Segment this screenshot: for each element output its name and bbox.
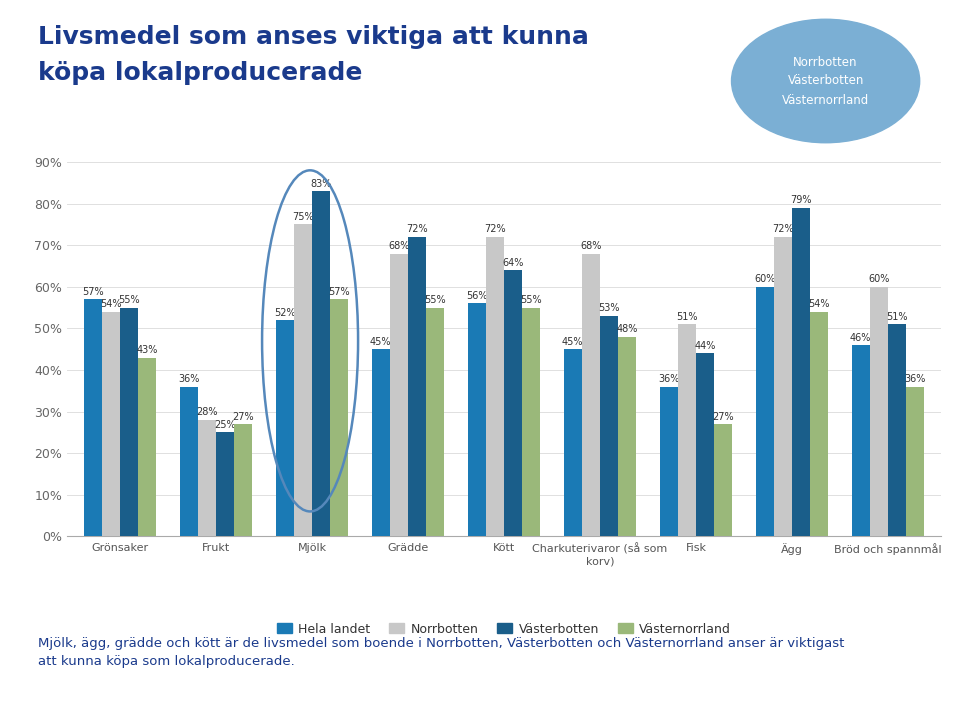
Text: 55%: 55%	[424, 295, 446, 305]
Bar	[408, 237, 426, 536]
Text: 51%: 51%	[886, 312, 908, 322]
Bar	[102, 312, 120, 536]
Bar	[180, 387, 198, 536]
Text: 72%: 72%	[772, 225, 794, 235]
Bar	[678, 324, 696, 536]
Bar	[372, 349, 390, 536]
Text: 45%: 45%	[562, 337, 584, 347]
Text: 75%: 75%	[292, 212, 314, 222]
Bar	[294, 225, 312, 536]
Text: 52%: 52%	[274, 307, 296, 318]
Text: 72%: 72%	[406, 225, 428, 235]
Text: 68%: 68%	[388, 241, 410, 251]
Bar	[888, 324, 906, 536]
Bar	[216, 433, 234, 536]
Bar	[486, 237, 504, 536]
Bar	[330, 300, 348, 536]
Bar	[138, 358, 156, 536]
Text: 72%: 72%	[484, 225, 506, 235]
Bar	[852, 345, 870, 536]
Text: 79%: 79%	[790, 195, 812, 205]
Text: 43%: 43%	[136, 345, 158, 355]
Text: 68%: 68%	[580, 241, 602, 251]
Text: 56%: 56%	[466, 291, 488, 301]
Text: Livsmedel som anses viktiga att kunna: Livsmedel som anses viktiga att kunna	[38, 25, 589, 49]
Bar	[810, 312, 828, 536]
Bar	[426, 307, 444, 536]
Text: 46%: 46%	[850, 333, 872, 343]
Bar	[564, 349, 582, 536]
Bar	[774, 237, 792, 536]
Bar	[522, 307, 540, 536]
Text: 60%: 60%	[868, 274, 890, 284]
Text: 60%: 60%	[754, 274, 776, 284]
Text: 25%: 25%	[214, 420, 236, 430]
Text: 53%: 53%	[598, 303, 620, 313]
Bar	[792, 208, 810, 536]
Text: 57%: 57%	[82, 287, 104, 297]
Bar	[276, 320, 294, 536]
Text: 54%: 54%	[100, 300, 122, 310]
Text: köpa lokalproducerade: köpa lokalproducerade	[38, 61, 363, 85]
Bar	[660, 387, 678, 536]
Text: 27%: 27%	[712, 412, 734, 422]
Bar	[870, 287, 888, 536]
Bar	[756, 287, 774, 536]
Text: 55%: 55%	[520, 295, 542, 305]
Circle shape	[732, 19, 920, 143]
Text: Mjölk, ägg, grädde och kött är de livsmedel som boende i Norrbotten, Västerbotte: Mjölk, ägg, grädde och kött är de livsme…	[38, 637, 845, 668]
Bar	[234, 424, 252, 536]
Text: 27%: 27%	[232, 412, 254, 422]
Bar	[198, 420, 216, 536]
Bar	[504, 270, 522, 536]
Bar	[582, 253, 600, 536]
Text: 28%: 28%	[196, 408, 218, 418]
Bar	[312, 191, 330, 536]
Text: 54%: 54%	[808, 300, 830, 310]
Text: 36%: 36%	[658, 374, 680, 384]
Text: 83%: 83%	[310, 179, 332, 189]
Bar	[696, 354, 714, 536]
Text: 57%: 57%	[328, 287, 350, 297]
Text: 55%: 55%	[118, 295, 140, 305]
Bar	[468, 303, 486, 536]
Text: 48%: 48%	[616, 324, 638, 334]
Legend: Hela landet, Norrbotten, Västerbotten, Västernorrland: Hela landet, Norrbotten, Västerbotten, V…	[273, 618, 735, 641]
Text: 51%: 51%	[676, 312, 698, 322]
Bar	[120, 307, 138, 536]
Bar	[84, 300, 102, 536]
Text: 36%: 36%	[904, 374, 926, 384]
Text: 36%: 36%	[178, 374, 200, 384]
Text: 45%: 45%	[370, 337, 392, 347]
Bar	[714, 424, 732, 536]
Bar	[906, 387, 924, 536]
Text: 44%: 44%	[694, 341, 716, 351]
Bar	[618, 337, 636, 536]
Text: Norrbotten
Västerbotten
Västernorrland: Norrbotten Västerbotten Västernorrland	[782, 55, 869, 107]
Text: 64%: 64%	[502, 258, 524, 268]
Bar	[390, 253, 408, 536]
Bar	[600, 316, 618, 536]
